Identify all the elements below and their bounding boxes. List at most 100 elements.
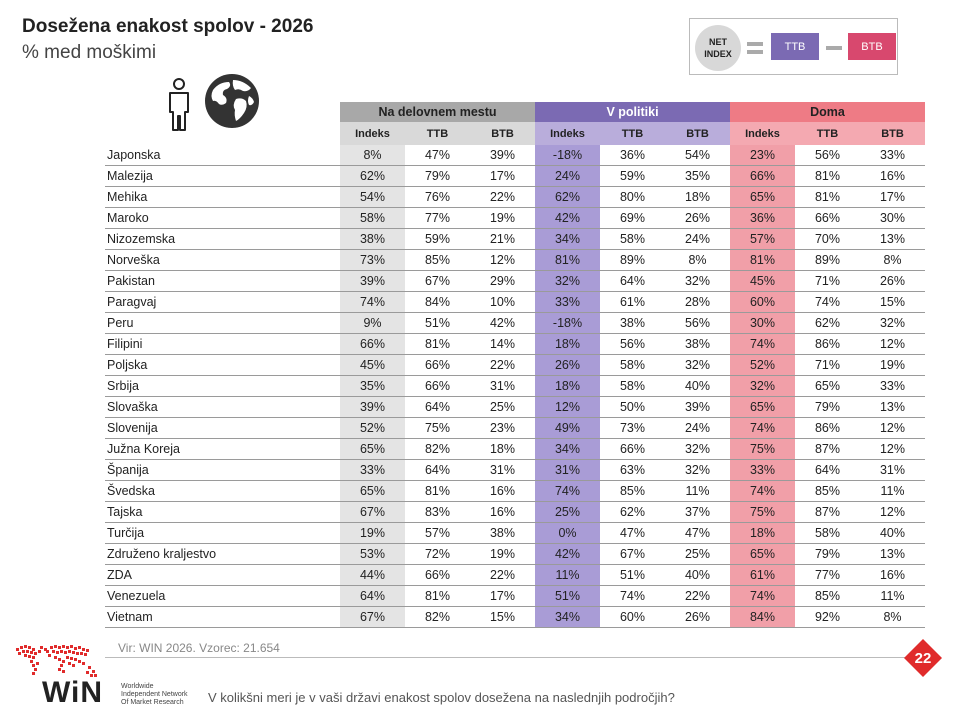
cell-home-ttb: 81% [795, 186, 860, 208]
cell-politics-indeks: 25% [535, 501, 600, 523]
cell-politics-ttb: 66% [600, 438, 665, 460]
cell-work-ttb: 72% [405, 543, 470, 565]
col-header-indeks: Indeks [730, 122, 795, 145]
country-label: Vietnam [105, 606, 340, 628]
cell-work-btb: 25% [470, 396, 535, 418]
country-label: Slovaška [105, 396, 340, 418]
cell-home-ttb: 85% [795, 585, 860, 607]
cell-politics-btb: 32% [665, 270, 730, 292]
cell-politics-indeks: 24% [535, 165, 600, 187]
cell-work-btb: 22% [470, 186, 535, 208]
cell-work-btb: 16% [470, 501, 535, 523]
cell-politics-ttb: 50% [600, 396, 665, 418]
cell-home-ttb: 62% [795, 312, 860, 334]
cell-home-btb: 17% [860, 186, 925, 208]
cell-politics-ttb: 56% [600, 333, 665, 355]
cell-politics-btb: 40% [665, 564, 730, 586]
cell-politics-ttb: 85% [600, 480, 665, 502]
win-logo-subtitle: Worldwide Independent Network Of Market … [121, 683, 188, 706]
cell-work-ttb: 67% [405, 270, 470, 292]
cell-home-indeks: 23% [730, 145, 795, 166]
table-row: Švedska 65% 81% 16% 74% 85% 11% 74% 85% 11% [105, 480, 925, 502]
col-header-btb: BTB [470, 122, 535, 145]
cell-politics-btb: 24% [665, 417, 730, 439]
table-row: Slovenija 52% 75% 23% 49% 73% 24% 74% 86% 12% [105, 417, 925, 439]
cell-home-btb: 12% [860, 438, 925, 460]
cell-work-ttb: 64% [405, 396, 470, 418]
cell-work-indeks: 73% [340, 249, 405, 271]
cell-politics-btb: 40% [665, 375, 730, 397]
table-row: Poljska 45% 66% 22% 26% 58% 32% 52% 71% 19% [105, 354, 925, 376]
country-label: Švedska [105, 480, 340, 502]
cell-politics-btb: 37% [665, 501, 730, 523]
cell-work-btb: 16% [470, 480, 535, 502]
cell-work-btb: 23% [470, 417, 535, 439]
cell-work-indeks: 66% [340, 333, 405, 355]
col-header-ttb: TTB [795, 122, 860, 145]
cell-work-indeks: 35% [340, 375, 405, 397]
cell-work-indeks: 8% [340, 145, 405, 166]
table-row: Mehika 54% 76% 22% 62% 80% 18% 65% 81% 17% [105, 186, 925, 208]
cell-home-ttb: 74% [795, 291, 860, 313]
cell-home-indeks: 74% [730, 333, 795, 355]
cell-politics-indeks: 42% [535, 207, 600, 229]
cell-home-btb: 8% [860, 606, 925, 628]
cell-politics-ttb: 58% [600, 375, 665, 397]
cell-politics-indeks: 26% [535, 354, 600, 376]
cell-politics-indeks: 81% [535, 249, 600, 271]
world-map-logo-icon [16, 645, 97, 677]
cell-home-btb: 40% [860, 522, 925, 544]
table-row: Španija 33% 64% 31% 31% 63% 32% 33% 64% 31% [105, 459, 925, 481]
cell-home-btb: 30% [860, 207, 925, 229]
cell-home-indeks: 36% [730, 207, 795, 229]
survey-question: V kolikšni meri je v vaši državi enakost… [208, 690, 675, 705]
cell-politics-ttb: 58% [600, 228, 665, 250]
cell-work-btb: 31% [470, 375, 535, 397]
cell-home-indeks: 18% [730, 522, 795, 544]
cell-home-indeks: 74% [730, 480, 795, 502]
cell-home-indeks: 65% [730, 543, 795, 565]
cell-home-ttb: 86% [795, 417, 860, 439]
cell-politics-indeks: 0% [535, 522, 600, 544]
cell-work-ttb: 51% [405, 312, 470, 334]
cell-work-btb: 38% [470, 522, 535, 544]
table-row: Filipini 66% 81% 14% 18% 56% 38% 74% 86% 12% [105, 333, 925, 355]
cell-work-ttb: 57% [405, 522, 470, 544]
table-row: Maroko 58% 77% 19% 42% 69% 26% 36% 66% 30% [105, 207, 925, 229]
cell-home-btb: 12% [860, 417, 925, 439]
table-row: Tajska 67% 83% 16% 25% 62% 37% 75% 87% 12% [105, 501, 925, 523]
cell-politics-ttb: 73% [600, 417, 665, 439]
corner-cell [105, 122, 340, 145]
table-body: Japonska 8% 47% 39% -18% 36% 54% 23% 56% 33% Malez… [105, 145, 925, 628]
cell-home-indeks: 32% [730, 375, 795, 397]
cell-work-btb: 22% [470, 564, 535, 586]
country-label: Malezija [105, 165, 340, 187]
col-header-btb: BTB [665, 122, 730, 145]
cell-politics-ttb: 63% [600, 459, 665, 481]
cell-home-btb: 26% [860, 270, 925, 292]
cell-home-ttb: 85% [795, 480, 860, 502]
cell-work-btb: 10% [470, 291, 535, 313]
cell-home-btb: 33% [860, 145, 925, 166]
cell-work-ttb: 77% [405, 207, 470, 229]
cell-home-ttb: 87% [795, 501, 860, 523]
cell-home-indeks: 61% [730, 564, 795, 586]
cell-politics-ttb: 59% [600, 165, 665, 187]
corner-cell [105, 102, 340, 122]
cell-work-ttb: 83% [405, 501, 470, 523]
cell-politics-btb: 39% [665, 396, 730, 418]
legend-ttb: TTB [771, 33, 819, 60]
table-row: ZDA 44% 66% 22% 11% 51% 40% 61% 77% 16% [105, 564, 925, 586]
cell-work-indeks: 64% [340, 585, 405, 607]
group-header-politics: V politiki [535, 102, 730, 122]
cell-politics-indeks: 34% [535, 606, 600, 628]
page-badge-icon [904, 639, 942, 677]
cell-politics-indeks: 74% [535, 480, 600, 502]
cell-politics-btb: 24% [665, 228, 730, 250]
cell-home-ttb: 89% [795, 249, 860, 271]
data-table: Na delovnem mestu V politiki Doma Indeks… [105, 102, 925, 628]
cell-politics-ttb: 64% [600, 270, 665, 292]
cell-politics-ttb: 58% [600, 354, 665, 376]
cell-work-btb: 17% [470, 585, 535, 607]
cell-politics-btb: 26% [665, 207, 730, 229]
